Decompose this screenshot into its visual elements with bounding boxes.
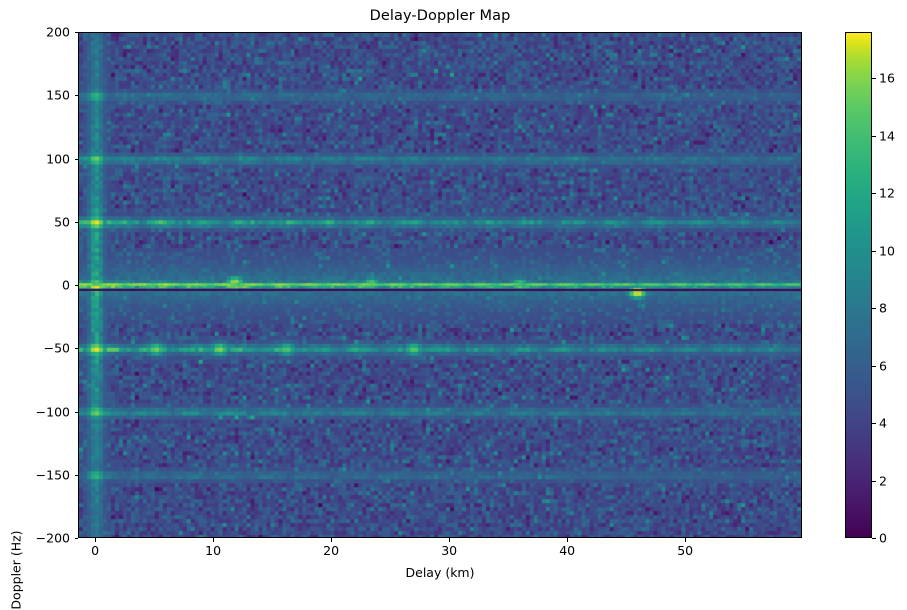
x-tick-label: 0 (91, 543, 100, 558)
x-axis-label: Delay (km) (405, 565, 475, 580)
y-tick-label: −200 (35, 530, 70, 546)
colorbar-tick-label: 8 (879, 300, 887, 316)
page-title: Delay-Doppler Map (369, 8, 511, 24)
y-tick-mark (74, 95, 78, 97)
colorbar-tick-mark (872, 250, 876, 252)
colorbar-tick-mark (872, 78, 876, 79)
y-tick-label: 0 (62, 277, 70, 293)
x-tick-mark (685, 538, 687, 542)
y-tick-label: 100 (46, 151, 70, 166)
y-axis-label: Doppler (Hz) (8, 530, 24, 610)
x-tick-label: 20 (323, 543, 340, 558)
colorbar-tick-label: 0 (879, 530, 887, 546)
y-tick-label: −100 (35, 404, 70, 419)
y-tick-mark (74, 285, 78, 286)
y-tick-mark (74, 221, 78, 223)
y-tick-label: 200 (46, 24, 70, 40)
y-tick-mark (74, 538, 78, 539)
colorbar-tick-label: 16 (879, 70, 895, 86)
y-tick-label: 150 (46, 87, 70, 103)
colorbar-tick-mark (872, 423, 876, 424)
colorbar-tick-mark (872, 193, 876, 194)
x-tick-label: 10 (205, 543, 222, 558)
colorbar-tick-mark (872, 365, 876, 367)
x-tick-label: 50 (677, 543, 694, 558)
x-tick-mark (567, 538, 569, 542)
y-tick-mark (74, 474, 78, 476)
colorbar-tick-label: 4 (879, 415, 887, 431)
colorbar-tick-mark (872, 538, 876, 539)
colorbar-tick-mark (872, 308, 876, 309)
delay-doppler-heatmap (79, 33, 801, 537)
colorbar-tick-mark (872, 135, 876, 137)
colorbar-tick-label: 2 (879, 473, 887, 488)
x-tick-label: 40 (559, 543, 576, 558)
colorbar-tick-label: 6 (879, 358, 887, 373)
colorbar (845, 32, 872, 538)
y-tick-label: −150 (35, 467, 70, 483)
x-tick-mark (213, 538, 215, 542)
y-tick-label: −50 (43, 340, 70, 356)
plot-area (78, 32, 802, 538)
x-tick-mark (449, 538, 451, 542)
colorbar-tick-mark (872, 480, 876, 482)
x-tick-label: 30 (441, 543, 458, 558)
y-tick-mark (74, 32, 78, 33)
y-tick-mark (74, 411, 78, 413)
colorbar-tick-label: 12 (879, 185, 895, 201)
y-tick-mark (74, 158, 78, 160)
colorbar-tick-label: 14 (879, 128, 895, 143)
y-tick-mark (74, 348, 78, 350)
delay-doppler-figure: Delay-Doppler Map 0 10 20 30 40 50 −200 −150 −1… (9, 8, 895, 610)
y-tick-label: 50 (54, 214, 70, 230)
colorbar-tick-label: 10 (879, 243, 895, 258)
x-tick-mark (95, 538, 97, 542)
x-tick-mark (331, 538, 333, 542)
